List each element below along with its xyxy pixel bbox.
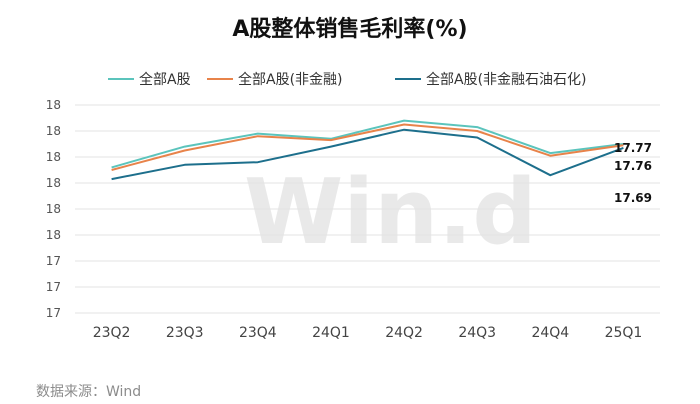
x-tick-label: 24Q4 bbox=[531, 325, 569, 341]
x-tick-label: 24Q3 bbox=[458, 325, 496, 341]
series-lines bbox=[111, 119, 624, 181]
legend-label: 全部A股(非金融石油石化) bbox=[426, 71, 587, 88]
y-tick-label: 18 bbox=[46, 124, 61, 138]
data-label: 17.69 bbox=[614, 191, 652, 205]
y-tick-label: 18 bbox=[46, 176, 61, 190]
grid-lines bbox=[75, 104, 660, 314]
source-note: 数据来源：Wind bbox=[36, 384, 141, 400]
series-line bbox=[111, 128, 624, 181]
y-tick-label: 17 bbox=[46, 254, 61, 268]
x-tick-label: 23Q3 bbox=[166, 325, 204, 341]
series-line bbox=[111, 123, 624, 171]
data-label: 17.76 bbox=[614, 159, 652, 173]
chart-title: A股整体销售毛利率(%) bbox=[232, 16, 467, 42]
y-tick-label: 18 bbox=[46, 98, 61, 112]
x-tick-label: 23Q4 bbox=[239, 325, 277, 341]
x-tick-label: 25Q1 bbox=[605, 325, 643, 341]
data-label: 17.77 bbox=[614, 141, 652, 155]
legend: 全部A股 全部A股(非金融) 全部A股(非金融石油石化) bbox=[108, 71, 587, 88]
y-tick-label: 17 bbox=[46, 280, 61, 294]
legend-label: 全部A股(非金融) bbox=[238, 71, 343, 88]
y-axis-ticks: 18 18 18 18 18 18 17 17 17 bbox=[46, 98, 61, 320]
watermark: Win.d bbox=[244, 160, 537, 265]
x-tick-label: 24Q1 bbox=[312, 325, 350, 341]
data-labels: 17.77 17.76 17.69 bbox=[614, 141, 652, 205]
x-tick-label: 24Q2 bbox=[385, 325, 423, 341]
x-axis-ticks: 23Q2 23Q3 23Q4 24Q1 24Q2 24Q3 24Q4 25Q1 bbox=[93, 325, 643, 341]
y-tick-label: 18 bbox=[46, 150, 61, 164]
legend-label: 全部A股 bbox=[139, 71, 191, 88]
series-line bbox=[111, 119, 624, 169]
y-tick-label: 18 bbox=[46, 228, 61, 242]
x-tick-label: 23Q2 bbox=[93, 325, 131, 341]
y-tick-label: 18 bbox=[46, 202, 61, 216]
y-tick-label: 17 bbox=[46, 306, 61, 320]
